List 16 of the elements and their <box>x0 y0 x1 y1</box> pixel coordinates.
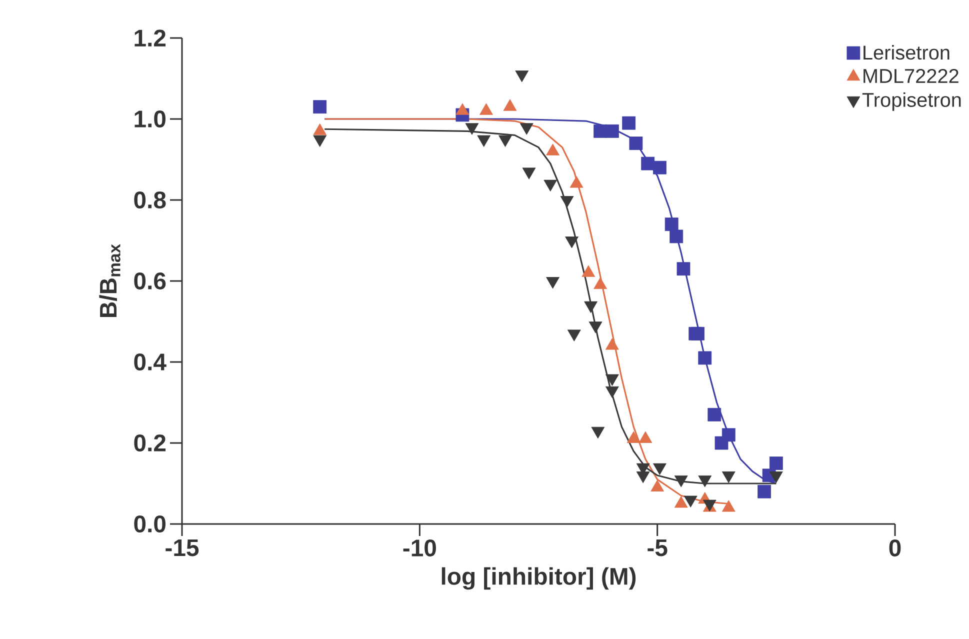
y-axis-title: B/B$_{max}$ <box>99 244 120 317</box>
x-tick-label: -10 <box>403 540 436 556</box>
x-tick-label: -5 <box>648 540 668 556</box>
legend-label: Tropisetron <box>862 92 961 111</box>
y-tick-label: 0.0 <box>134 516 166 532</box>
y-tick-label: 0.8 <box>134 192 166 208</box>
y-tick-label: 0.6 <box>134 272 166 290</box>
y-tick-label: 0.2 <box>134 434 166 452</box>
x-axis-title: log [inhibitor] (M) <box>442 567 636 590</box>
x-tick-label: 0 <box>889 540 901 556</box>
legend-label: MDL72222 <box>864 68 958 83</box>
y-tick-label: 1.0 <box>134 110 166 128</box>
y-tick-label: 1.2 <box>134 30 166 46</box>
y-tick-label: 0.4 <box>134 354 166 370</box>
legend-label: Lerisetron <box>864 45 950 60</box>
x-tick-label: -15 <box>166 540 199 556</box>
